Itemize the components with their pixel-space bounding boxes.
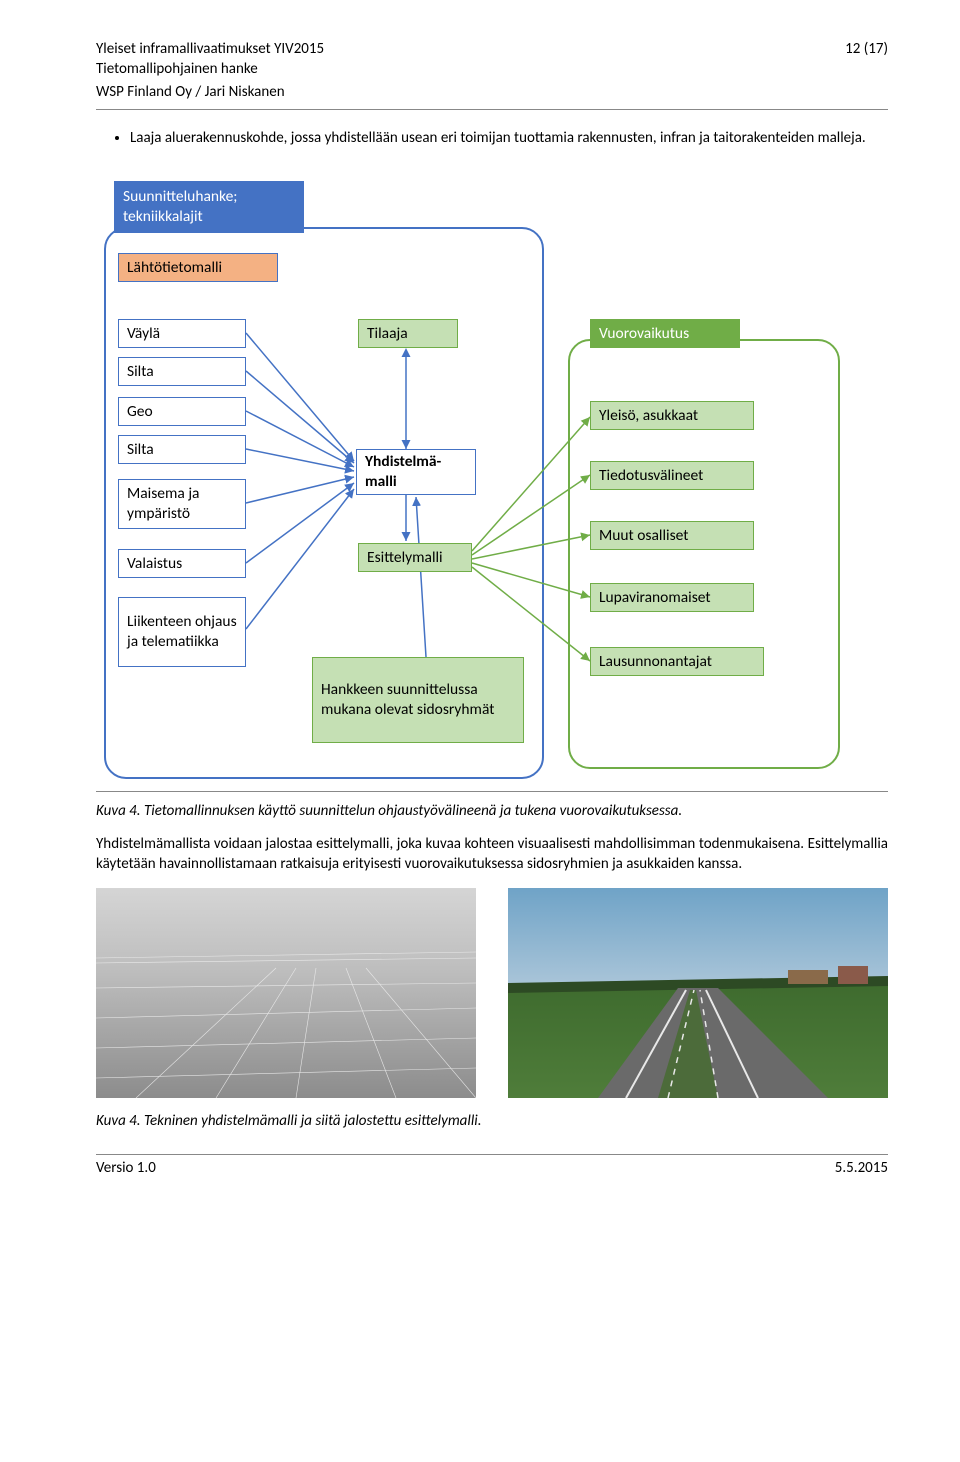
box-lahtotietomalli: Lähtötietomalli <box>118 253 278 282</box>
label-suunnittelu: Suunnitteluhanke; tekniikkalajit <box>123 187 295 226</box>
box-lausunnon: Lausunnonantajat <box>590 647 764 676</box>
box-esittelymalli: Esittelymalli <box>358 543 472 572</box>
label-maisema: Maisema ja ympäristö <box>127 484 237 523</box>
header-divider <box>96 109 888 110</box>
page-number: 12 (17) <box>845 40 888 103</box>
label-vuorovaikutus: Vuorovaikutus <box>599 324 689 343</box>
label-geo: Geo <box>127 402 153 421</box>
label-lahtotieto: Lähtötietomalli <box>127 258 222 277</box>
label-yleiso: Yleisö, asukkaat <box>599 406 698 425</box>
render-image <box>508 888 888 1098</box>
box-silta2: Silta <box>118 435 246 464</box>
label-silta2: Silta <box>127 440 154 459</box>
page-header: Yleiset inframallivaatimukset YIV2015 Ti… <box>96 40 888 103</box>
header-title: Yleiset inframallivaatimukset YIV2015 <box>96 40 324 60</box>
box-yleiso: Yleisö, asukkaat <box>590 401 754 430</box>
label-sidosryhmat: Hankkeen suunnittelussa mukana olevat si… <box>321 680 515 719</box>
label-esittely: Esittelymalli <box>367 548 443 567</box>
flow-diagram: Suunnitteluhanke; tekniikkalajit Lähtöti… <box>96 171 856 781</box>
box-valaistus: Valaistus <box>118 549 246 578</box>
box-vayla: Väylä <box>118 319 246 348</box>
box-geo: Geo <box>118 397 246 426</box>
label-yhdistelma: Yhdistelmä-malli <box>365 452 467 491</box>
footer-version: Versio 1.0 <box>96 1159 156 1177</box>
bullet-item: Laaja aluerakennuskohde, jossa yhdistell… <box>130 128 888 149</box>
wireframe-image <box>96 888 476 1098</box>
header-subtitle: Tietomallipohjainen hanke <box>96 60 324 80</box>
box-sidosryhmat: Hankkeen suunnittelussa mukana olevat si… <box>312 657 524 743</box>
box-muut: Muut osalliset <box>590 521 754 550</box>
label-lausunnon: Lausunnonantajat <box>599 652 712 671</box>
header-author: WSP Finland Oy / Jari Niskanen <box>96 83 324 103</box>
box-vuorovaikutus-title: Vuorovaikutus <box>590 319 740 348</box>
label-tiedotus: Tiedotusvälineet <box>599 466 703 485</box>
label-vayla: Väylä <box>127 324 160 343</box>
bullet-list: Laaja aluerakennuskohde, jossa yhdistell… <box>130 128 888 149</box>
label-silta1: Silta <box>127 362 154 381</box>
label-lupa: Lupaviranomaiset <box>599 588 711 607</box>
label-muut: Muut osalliset <box>599 526 688 545</box>
box-silta1: Silta <box>118 357 246 386</box>
box-liikenteen: Liikenteen ohjaus ja telematiikka <box>118 597 246 667</box>
label-tilaaja: Tilaaja <box>367 324 408 343</box>
label-liikenteen: Liikenteen ohjaus ja telematiikka <box>127 612 237 651</box>
label-valaistus: Valaistus <box>127 554 182 573</box>
box-lupa: Lupaviranomaiset <box>590 583 754 612</box>
footer-divider <box>96 1154 888 1155</box>
figure-caption-1: Kuva 4. Tietomallinnuksen käyttö suunnit… <box>96 802 888 820</box>
footer-date: 5.5.2015 <box>835 1159 888 1177</box>
box-suunnittelu-title: Suunnitteluhanke; tekniikkalajit <box>114 181 304 233</box>
box-tilaaja: Tilaaja <box>358 319 458 348</box>
figure-caption-2: Kuva 4. Tekninen yhdistelmämalli ja siit… <box>96 1112 888 1130</box>
caption-divider <box>96 791 888 792</box>
page-footer: Versio 1.0 5.5.2015 <box>96 1159 888 1177</box>
body-paragraph: Yhdistelmämallista voidaan jalostaa esit… <box>96 834 888 875</box>
box-maisema: Maisema ja ympäristö <box>118 479 246 529</box>
box-tiedotus: Tiedotusvälineet <box>590 461 754 490</box>
image-row <box>96 888 888 1098</box>
box-yhdistelmamalli: Yhdistelmä-malli <box>356 449 476 495</box>
